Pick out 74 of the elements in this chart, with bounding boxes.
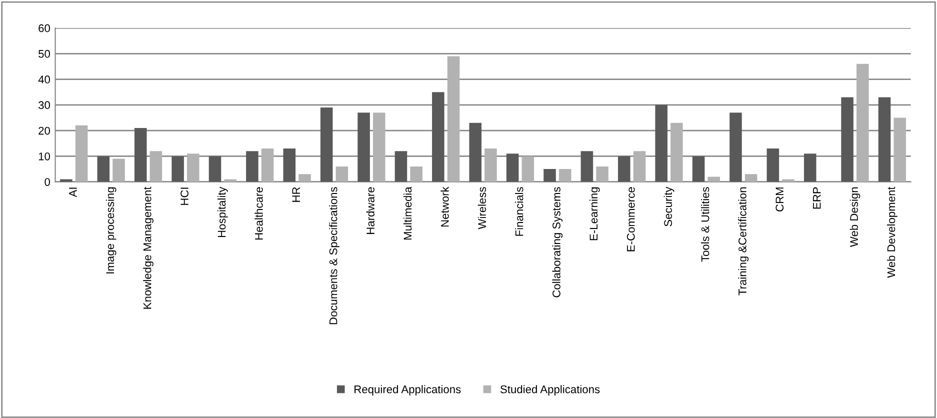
bar [208, 156, 222, 182]
bar [744, 174, 758, 182]
bar [261, 148, 274, 182]
x-tick-label: AI [69, 188, 77, 198]
bar [172, 156, 184, 182]
x-tick-label: Collaborating Systems [552, 187, 563, 298]
bar [283, 148, 296, 182]
bar [558, 169, 572, 182]
x-tick-label: Documents & Specifications [329, 187, 340, 324]
bar [410, 166, 422, 182]
bar [633, 151, 646, 182]
bar [708, 176, 720, 182]
x-tick-label: Web Design [850, 187, 860, 247]
bar [134, 128, 147, 182]
bar [878, 97, 891, 182]
bar [447, 56, 460, 182]
bar [320, 107, 333, 182]
bar [580, 151, 594, 182]
x-tick-label: Network [440, 186, 449, 227]
legend-label: Studied Applications [500, 385, 600, 396]
bar [394, 151, 408, 182]
bar [618, 156, 630, 182]
bar [894, 118, 906, 182]
bar [336, 166, 348, 182]
y-tick-label: 30 [38, 101, 50, 110]
y-tick-label: 40 [38, 76, 50, 84]
x-tick-label: Hardware [366, 187, 374, 234]
bar [596, 166, 608, 182]
bar [75, 125, 88, 182]
x-tick-label: Multimedia [403, 186, 412, 240]
x-tick-label: Financials [515, 187, 524, 236]
x-tick-label: Healthcare [254, 187, 263, 240]
x-tick-label: Hospitality [217, 186, 228, 238]
x-tick-label: Knowledge Management [143, 186, 154, 309]
bar [358, 112, 370, 182]
bar [150, 151, 162, 182]
bar [112, 158, 125, 182]
bar [97, 156, 110, 182]
bar [298, 174, 311, 182]
x-tick-label: E-Learning [589, 187, 600, 240]
bar [804, 154, 816, 182]
x-tick-label: Web Development [886, 186, 898, 278]
bar [730, 112, 742, 182]
bar [856, 64, 869, 182]
bar [187, 154, 200, 182]
y-tick-label: 0 [44, 178, 50, 186]
y-tick-label: 10 [38, 152, 50, 160]
y-tick-label: 60 [38, 24, 50, 32]
bar [469, 122, 482, 182]
x-tick-label: E-Commerce [626, 187, 635, 252]
bar [655, 104, 668, 182]
bar [506, 154, 519, 182]
bar [484, 148, 497, 182]
x-tick-label: Security [664, 186, 674, 226]
bar [372, 112, 386, 182]
x-tick-label: Wireless [478, 187, 486, 230]
legend-label: Required Applications [354, 385, 461, 396]
y-tick-label: 50 [38, 50, 50, 58]
x-tick-label: Training &Certification [738, 187, 749, 296]
bar [692, 156, 705, 182]
bar [246, 151, 258, 182]
bar [841, 97, 854, 182]
bar [544, 169, 556, 182]
bar [670, 122, 683, 182]
bar [522, 156, 534, 182]
x-tick-label: CRM [776, 188, 784, 212]
bar [766, 148, 780, 182]
y-tick-label: 20 [38, 126, 50, 135]
x-tick-label: HR [292, 187, 300, 202]
x-tick-label: HCI [180, 188, 188, 205]
x-tick-label: Tools & Utilities [701, 187, 710, 262]
bar [432, 92, 444, 182]
x-tick-label: Image processing [106, 187, 116, 274]
x-tick-label: ERP [813, 187, 821, 209]
